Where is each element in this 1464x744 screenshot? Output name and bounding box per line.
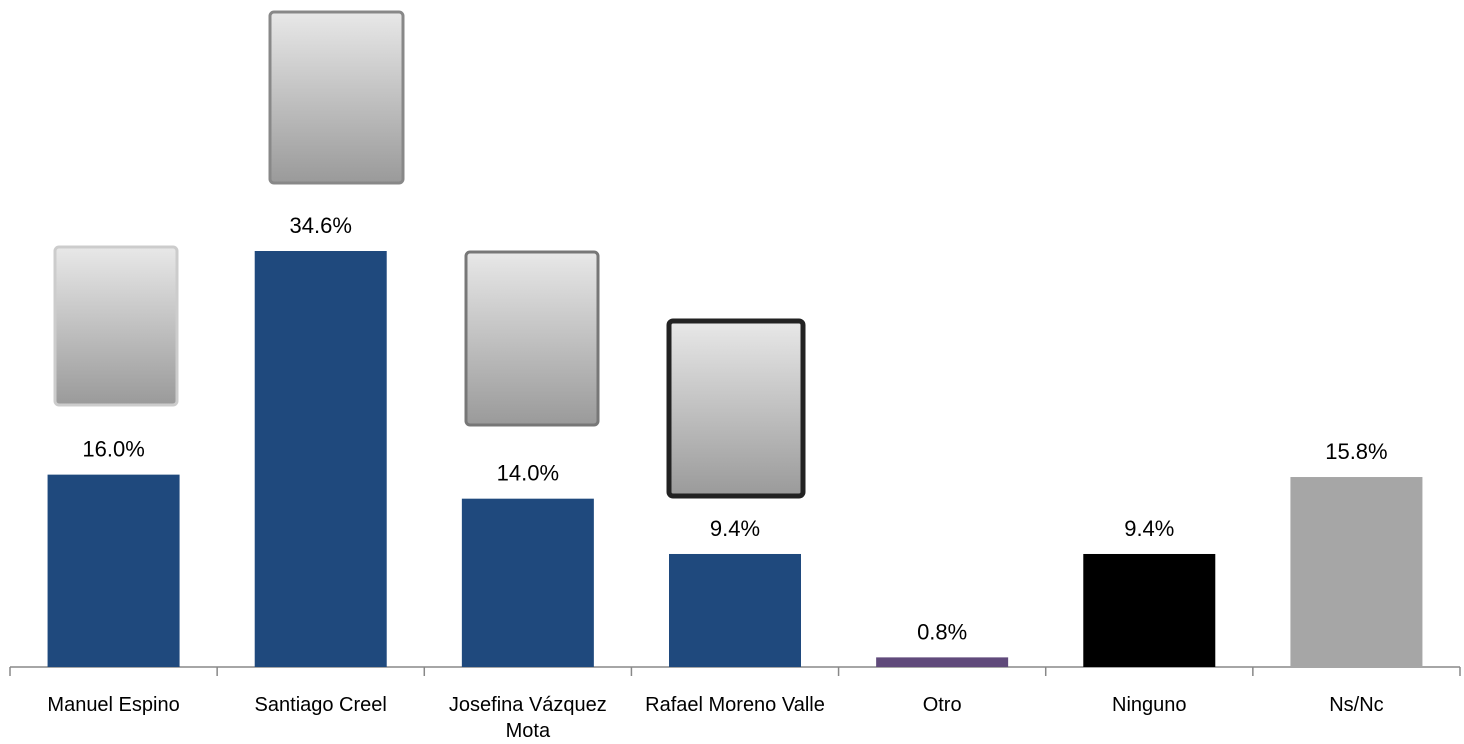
value-label: 0.8% <box>917 619 967 644</box>
photo <box>464 250 600 427</box>
photo <box>268 10 405 185</box>
bar <box>876 657 1009 667</box>
value-label: 9.4% <box>710 516 760 541</box>
value-label: 15.8% <box>1325 439 1387 464</box>
value-label: 14.0% <box>497 461 559 486</box>
x-tick-label: Santiago Creel <box>254 694 387 716</box>
bar <box>254 251 387 667</box>
photo <box>53 245 179 407</box>
bar <box>461 498 594 667</box>
value-label: 34.6% <box>290 213 352 238</box>
x-tick-label: Otro <box>922 694 962 716</box>
photo <box>666 318 806 499</box>
x-tick-label: Rafael Moreno Valle <box>645 694 825 716</box>
bar <box>47 474 180 667</box>
photos <box>53 10 806 499</box>
bar <box>1083 553 1216 667</box>
value-label: 9.4% <box>1124 516 1174 541</box>
bar <box>1290 477 1423 667</box>
bar <box>669 553 801 667</box>
x-tick-label: Ninguno <box>1112 694 1187 716</box>
x-tick-label: Manuel Espino <box>47 694 180 716</box>
x-tick-label: Ns/Nc <box>1329 694 1384 716</box>
x-tick-label: Josefina Vázquez Mota <box>448 694 607 742</box>
value-label: 16.0% <box>82 437 144 462</box>
